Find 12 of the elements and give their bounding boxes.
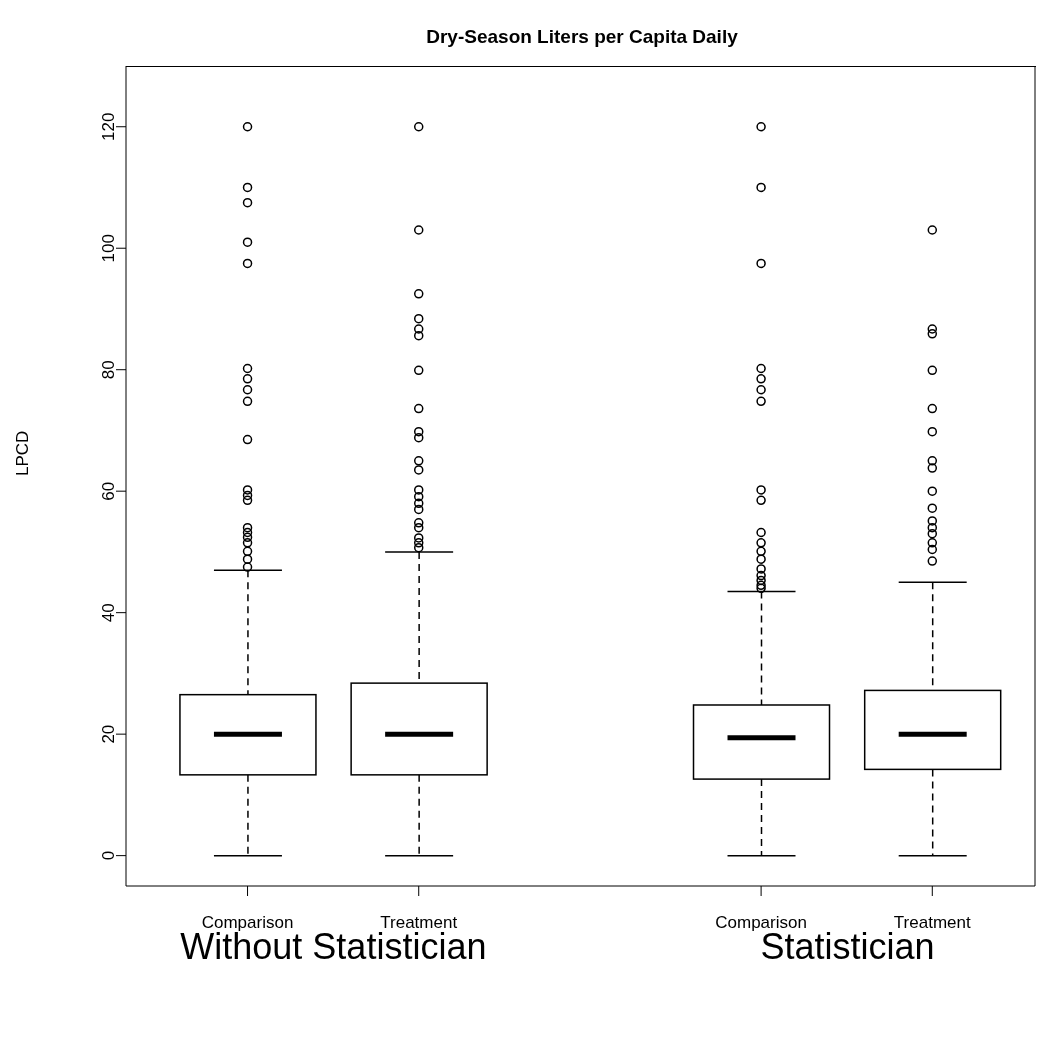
x-tick-label: Comparison — [715, 913, 807, 933]
y-tick-label: 40 — [99, 603, 118, 623]
chart-title: Dry-Season Liters per Capita Daily — [425, 25, 739, 49]
y-tick-label: 80 — [99, 360, 118, 380]
y-tick-label: 120 — [99, 112, 118, 141]
x-tick-label: Treatment — [893, 913, 971, 933]
y-tick-label: 60 — [99, 481, 118, 501]
y-axis-title: LPCD — [13, 430, 33, 476]
x-tick-label: Treatment — [380, 913, 458, 933]
y-tick-label: 100 — [99, 234, 118, 263]
y-tick-label: 20 — [99, 724, 118, 744]
y-tick-label: 0 — [99, 850, 118, 861]
